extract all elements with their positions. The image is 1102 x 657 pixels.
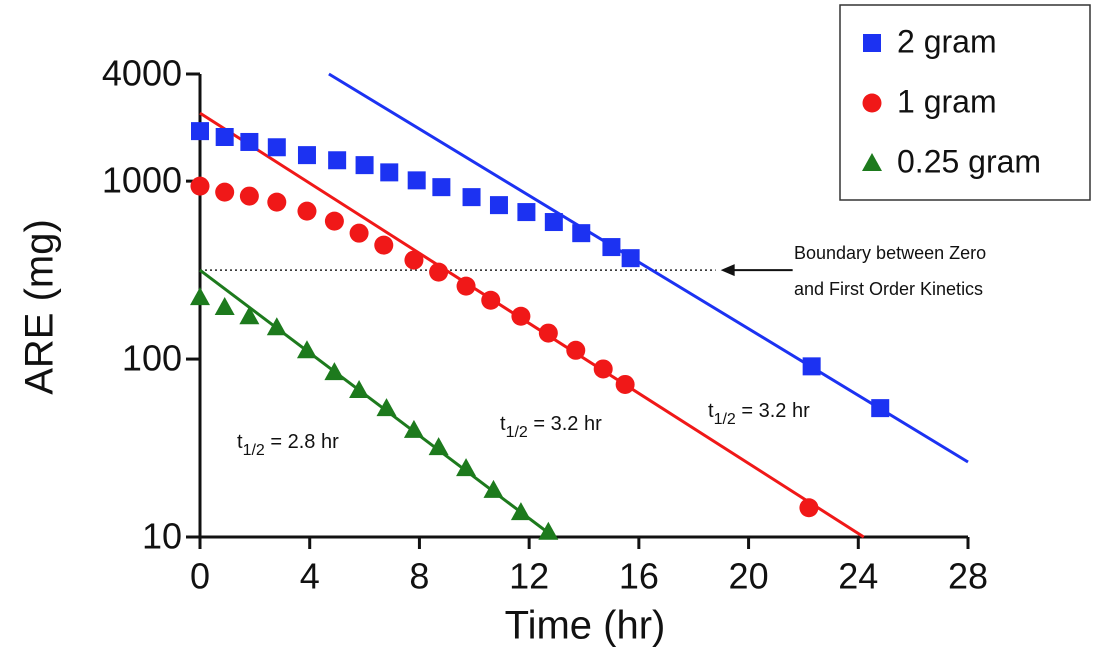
x-tick-label: 28 [948,556,988,597]
circle-marker [593,359,613,379]
circle-marker [324,211,344,231]
triangle-marker [376,398,397,417]
y-tick-label: 100 [122,338,182,379]
fit-line [199,111,865,539]
triangle-marker [510,502,531,521]
triangle-marker [190,287,210,306]
half-life-sub: 1/2 [243,442,265,459]
circle-marker [799,498,819,518]
x-tick-label: 4 [300,556,320,597]
square-marker [407,171,426,190]
circle-marker [538,323,558,343]
circle-marker [297,201,317,221]
fit-line [328,72,969,464]
triangle-marker [214,297,235,316]
half-life-label: t1/2 = 3.2 hr [500,413,602,441]
x-tick-label: 12 [509,556,549,597]
circle-marker [862,93,882,113]
square-marker [621,249,640,268]
square-marker [517,203,536,222]
triangle-marker [483,479,504,498]
x-axis-title: Time (hr) [505,604,666,648]
square-marker [328,151,347,170]
triangle-marker [239,306,260,325]
triangle-marker [324,362,345,381]
circle-marker [267,192,287,212]
x-tick-label: 20 [729,556,769,597]
legend-label: 1 gram [897,83,997,119]
triangle-marker [296,340,317,359]
half-life-label: t1/2 = 3.2 hr [708,400,810,428]
legend-label: 2 gram [897,23,997,59]
half-life-sub: 1/2 [714,411,736,428]
half-life-text: = 3.2 hr [736,400,810,422]
x-tick-label: 8 [409,556,429,597]
half-life-sub: 1/2 [506,424,528,441]
half-life-text: = 2.8 hr [265,431,339,453]
triangle-marker [456,458,477,477]
triangle-marker [403,419,424,438]
circle-marker [404,250,424,270]
x-tick-label: 16 [619,556,659,597]
half-life-t: t [237,431,243,453]
circle-marker [566,340,586,360]
y-axis-title: ARE (mg) [18,219,62,395]
square-marker [544,213,563,232]
half-life-label: t1/2 = 2.8 hr [237,431,339,459]
triangle-marker [538,521,559,540]
half-life-t: t [708,400,714,422]
half-life-t: t [500,413,506,435]
square-marker [267,138,286,157]
y-tick-label: 10 [142,516,182,557]
square-marker [240,132,259,151]
square-marker [489,196,508,215]
circle-marker [239,186,259,206]
triangle-marker [428,437,449,456]
circle-marker [374,235,394,255]
square-marker [380,163,399,182]
circle-marker [456,276,476,296]
circle-marker [349,223,369,243]
square-marker [572,224,591,243]
square-marker [871,399,890,418]
square-marker [297,146,316,165]
square-marker [462,188,481,207]
circle-marker [481,290,501,310]
square-marker [802,357,821,376]
half-life-text: = 3.2 hr [528,413,602,435]
triangle-marker [266,317,287,336]
y-tick-label: 1000 [102,160,182,201]
boundary-label: Boundary between Zero [794,243,986,263]
legend-label: 0.25 gram [897,143,1041,179]
circle-marker [215,182,235,202]
circle-marker [429,262,449,282]
legend-box [839,4,1091,201]
circle-marker [615,374,635,394]
triangle-marker [862,153,882,171]
circle-marker [190,176,210,196]
y-tick-label: 4000 [102,53,182,94]
square-marker [602,238,621,257]
square-marker [191,122,209,141]
square-marker [355,156,374,175]
x-tick-label: 0 [190,556,210,597]
triangle-marker [349,380,370,399]
square-marker [432,178,451,197]
square-marker [215,128,234,147]
x-tick-label: 24 [838,556,878,597]
circle-marker [511,306,531,326]
arrow-head [720,264,735,277]
square-marker [863,34,881,52]
boundary-label: and First Order Kinetics [794,279,983,299]
